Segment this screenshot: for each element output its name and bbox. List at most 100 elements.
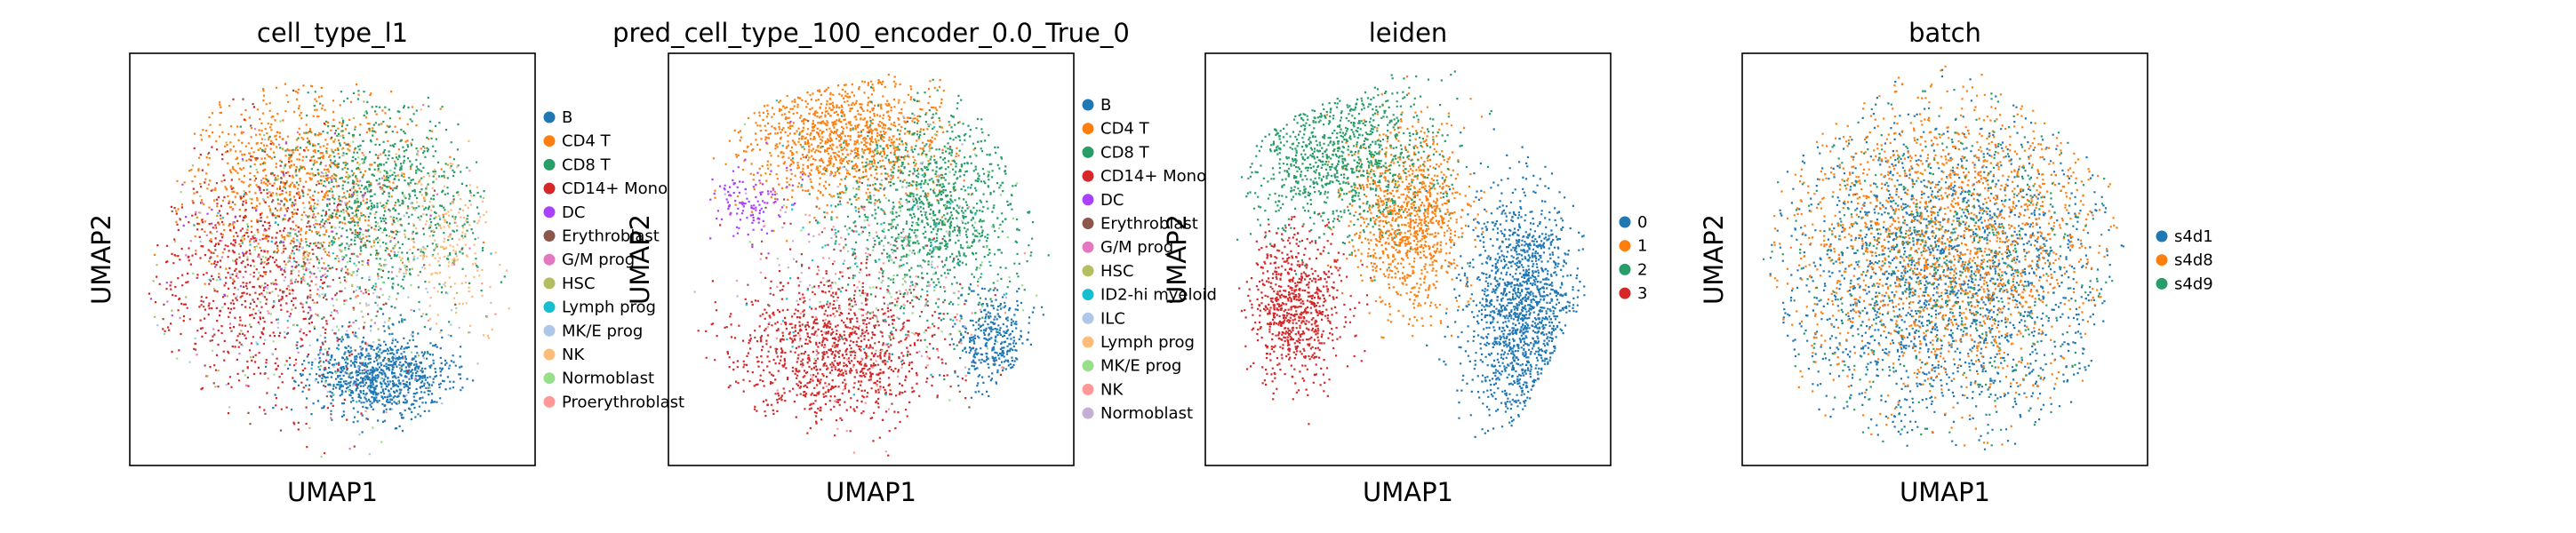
legend-marker [1082,336,1094,348]
plot-frame [1204,52,1612,466]
x-axis-label: UMAP1 [287,477,378,507]
legend-marker [1082,407,1094,419]
legend-label: Normoblast [1100,404,1193,423]
legend-label: G/M prog [1100,238,1173,257]
legend-label: B [562,108,572,127]
legend-item: B [1082,96,1111,115]
legend-marker [1082,123,1094,135]
legend-label: CD8 T [562,155,612,174]
plot-frame [1741,52,2148,466]
legend-marker [543,182,556,195]
legend-label: Erythroblast [562,227,660,246]
legend-marker [1619,216,1631,228]
legend: B CD4 T CD8 T CD14+ Mono DC Erythroblast G/M p… [1082,96,1217,423]
legend-marker [2156,254,2168,266]
legend-item: HSC [1082,262,1134,281]
legend-item: DC [1082,191,1124,210]
legend-marker [2156,230,2168,243]
legend-item: 1 [1619,237,1647,256]
legend-label: 0 [1637,213,1647,232]
legend-label: CD4 T [562,132,612,151]
legend-marker [1082,146,1094,158]
legend-label: MK/E prog [1100,357,1181,376]
legend-label: HSC [562,274,596,293]
scatter-points-1 [1316,76,1488,339]
legend-item: CD8 T [543,155,612,174]
legend-item: 0 [1619,213,1647,232]
legend-marker [543,372,556,385]
legend-item: CD8 T [1082,143,1150,162]
scatter-points [148,83,510,458]
panel-leiden: leiden UMAP1 UMAP2 0 1 2 3 [1162,18,1647,507]
legend-marker [543,277,556,290]
legend-item: Normoblast [543,370,654,388]
legend-item: CD14+ Mono [543,179,668,198]
legend-item: DC [543,203,585,222]
y-axis-label: UMAP2 [1699,214,1729,305]
legend-marker [1082,265,1094,277]
legend-label: s4d1 [2174,227,2213,246]
legend-label: NK [1100,380,1124,399]
legend-label: 3 [1637,284,1647,303]
scatter-points-0 [1425,128,1586,438]
legend-marker [1619,263,1631,275]
legend-label: B [1100,96,1111,115]
legend-marker [2156,277,2168,290]
legend-label: 2 [1637,260,1647,279]
legend-item: Proerythroblast [543,393,684,411]
legend-label: Erythroblast [1100,215,1198,234]
panel-title: pred_cell_type_100_encoder_0.0_True_0 [612,18,1130,48]
legend-label: CD14+ Mono [1100,167,1206,186]
legend-marker [1082,289,1094,301]
x-axis-label: UMAP1 [1363,477,1453,507]
legend-marker [543,135,556,147]
legend-marker [543,324,556,337]
legend-marker [1082,312,1094,324]
legend-item: ID2-hi myeloid [1082,286,1217,305]
legend-item: s4d1 [2156,227,2213,246]
legend-marker [1619,240,1631,252]
scatter-points [693,73,1050,457]
legend-marker [543,348,556,361]
panel-batch: batch UMAP1 UMAP2 s4d1 s4d8 s4d9 [1699,18,2213,507]
panel-title: cell_type_l1 [257,18,408,48]
legend-label: ILC [1100,309,1125,328]
legend-item: G/M prog [543,251,635,269]
legend-label: s4d8 [2174,251,2213,270]
legend-label: HSC [1100,262,1134,281]
legend-marker [543,206,556,219]
legend-item: Erythroblast [543,227,660,246]
plot-frame [129,52,536,466]
legend-marker [1082,194,1094,206]
y-axis-label: UMAP2 [625,214,655,305]
legend-item: NK [1082,380,1124,399]
legend-marker [1082,383,1094,395]
y-axis-label: UMAP2 [1162,214,1192,305]
x-axis-label: UMAP1 [826,477,916,507]
scatter-points-3 [1238,212,1372,426]
legend-marker [543,111,556,123]
legend-marker [543,395,556,408]
legend: B CD4 T CD8 T CD14+ Mono DC Erythroblast G/M p… [543,108,684,411]
legend-label: CD14+ Mono [562,179,668,198]
legend-label: s4d9 [2174,274,2213,293]
legend: 0 1 2 3 [1619,213,1647,303]
legend-label: DC [562,203,585,222]
legend-marker [1082,170,1094,182]
scatter-points-nk [735,132,1026,454]
y-axis-label: UMAP2 [86,214,116,305]
legend-item: 2 [1619,260,1647,279]
legend-label: DC [1100,191,1124,210]
legend-label: Lymph prog [562,298,656,317]
legend-label: G/M prog [562,251,635,269]
panel-cell-type-l1: cell_type_l1 UMAP1 UMAP2 B CD4 T CD8 T CD14… [86,18,684,507]
legend-item: Lymph prog [543,298,656,317]
legend-item: MK/E prog [1082,357,1181,376]
legend-item: CD14+ Mono [1082,167,1206,186]
legend-item: MK/E prog [543,322,643,340]
legend-item: Erythroblast [1082,215,1198,234]
legend-marker [1082,99,1094,111]
scatter-points [1763,65,2124,450]
legend-marker [1619,287,1631,299]
legend: s4d1 s4d8 s4d9 [2156,227,2213,293]
